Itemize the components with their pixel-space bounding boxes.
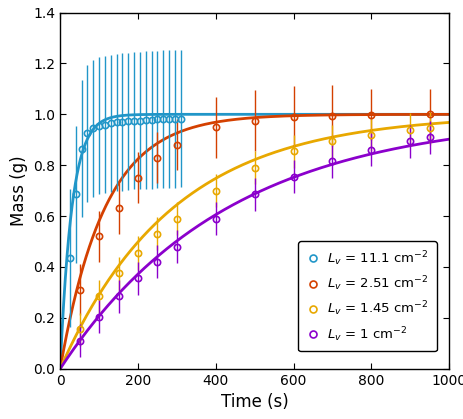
Legend: $L_v$ = 11.1 cm$^{-2}$, $L_v$ = 2.51 cm$^{-2}$, $L_v$ = 1.45 cm$^{-2}$, $L_v$ = : $L_v$ = 11.1 cm$^{-2}$, $L_v$ = 2.51 cm$… <box>298 241 437 352</box>
Y-axis label: Mass (g): Mass (g) <box>10 155 28 226</box>
X-axis label: Time (s): Time (s) <box>221 393 288 411</box>
